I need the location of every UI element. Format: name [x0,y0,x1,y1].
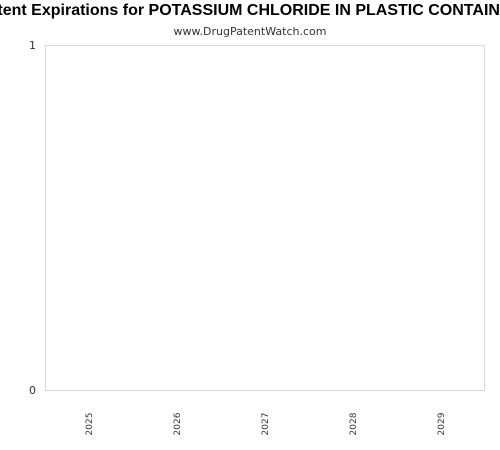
x-tick-label-2026: 2026 [173,412,183,435]
plot-frame [45,45,485,391]
y-axis-ticks: 01 [29,39,36,397]
x-tick-label-2028: 2028 [349,412,359,435]
x-axis-ticks: 2025 2026 2027 2028 2029 [85,412,447,435]
chart-subtitle: www.DrugPatentWatch.com [173,25,327,38]
x-tick-label-2027: 2027 [261,413,271,436]
x-tick-label-2029: 2029 [437,412,447,435]
y-tick-label-0: 0 [29,384,36,397]
x-tick-label-2025: 2025 [85,413,95,436]
y-tick-label-1: 1 [29,39,36,52]
chart-title: Patent Expirations for POTASSIUM CHLORID… [0,2,500,19]
